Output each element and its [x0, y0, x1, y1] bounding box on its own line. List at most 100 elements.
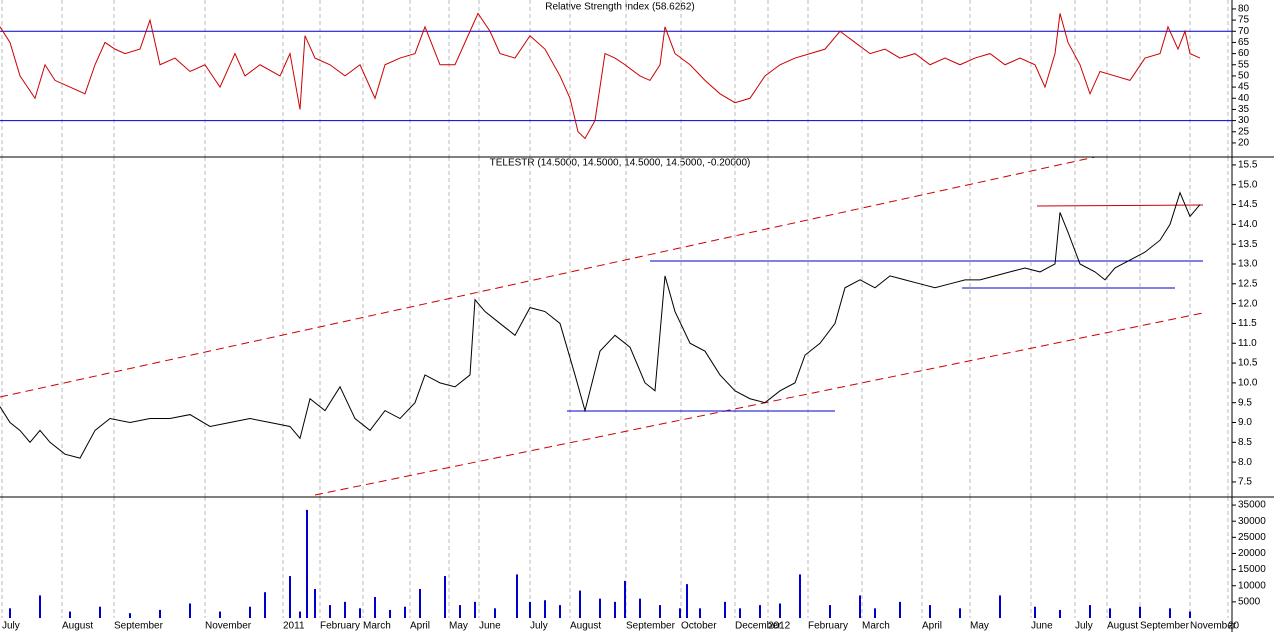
y-tick-label: 25000 [1238, 532, 1266, 543]
x-tick-label: November [1190, 621, 1237, 632]
volume-bar [99, 606, 101, 618]
x-tick-label: June [1031, 621, 1053, 632]
x-tick-label: 20 [1228, 621, 1240, 632]
volume-bar [389, 609, 391, 618]
channel-upper [0, 156, 1096, 398]
y-tick-label: 10.0 [1238, 378, 1258, 389]
volume-bar [639, 598, 641, 618]
volume-bar [219, 611, 221, 618]
volume-bar [444, 576, 446, 618]
y-tick-label: 8.0 [1238, 457, 1252, 468]
x-tick-label: May [449, 621, 468, 632]
x-tick-label: March [862, 621, 890, 632]
volume-bar [329, 605, 331, 618]
y-tick-label: 12.5 [1238, 278, 1258, 289]
rsi-title: Relative Strength Index (58.6262) [545, 2, 695, 13]
volume-bar [9, 608, 11, 618]
y-tick-label: 30000 [1238, 516, 1266, 527]
volume-bar [874, 608, 876, 618]
volume-bar [516, 574, 518, 618]
annotations [0, 156, 1204, 496]
x-tick-label: September [626, 621, 676, 632]
x-tick-label: December [735, 621, 782, 632]
x-tick-label: April [922, 621, 942, 632]
volume-bar [459, 605, 461, 618]
volume-bar [1109, 608, 1111, 618]
x-tick-label: September [1140, 621, 1190, 632]
volume-bar [344, 601, 346, 618]
volume-bar [739, 608, 741, 618]
y-tick-label: 35 [1238, 104, 1250, 115]
volume-bar [624, 580, 626, 618]
volume-bar [929, 605, 931, 618]
volume-bar [799, 574, 801, 618]
volume-bar [306, 509, 308, 618]
x-tick-label: July [1075, 621, 1093, 632]
y-tick-label: 10000 [1238, 580, 1266, 591]
x-tick-label: July [530, 621, 548, 632]
x-tick-label: 2012 [768, 621, 791, 632]
x-tick-label: November [205, 621, 252, 632]
y-tick-label: 11.5 [1238, 318, 1257, 329]
volume-bar [189, 603, 191, 618]
volume-bar [779, 603, 781, 618]
volume-bar [1034, 606, 1036, 618]
y-tick-label: 65 [1238, 37, 1250, 48]
y-tick-label: 40 [1238, 93, 1250, 104]
y-tick-label: 35000 [1238, 500, 1266, 511]
y-tick-label: 45 [1238, 82, 1250, 93]
volume-bar [1189, 611, 1191, 618]
target-line [1036, 204, 1204, 207]
volume-bar [374, 597, 376, 618]
y-tick-label: 5000 [1238, 597, 1261, 608]
channel-lower [314, 312, 1204, 496]
volume-bar [404, 606, 406, 618]
volume-bar [614, 601, 616, 618]
volume-bar [359, 608, 361, 618]
volume-bar [899, 601, 901, 618]
price-title: TELESTR (14.5000, 14.5000, 14.5000, 14.5… [490, 158, 751, 169]
volume-bar [599, 598, 601, 618]
y-tick-label: 8.5 [1238, 437, 1252, 448]
volume-bar [264, 592, 266, 618]
volume-bar [829, 605, 831, 618]
volume-bar [314, 588, 316, 618]
x-tick-label: April [410, 621, 430, 632]
y-tick-label: 15.0 [1238, 179, 1258, 190]
volume-bar [579, 590, 581, 618]
volume-bar [494, 608, 496, 618]
y-tick-label: 10.5 [1238, 358, 1258, 369]
y-tick-label: 75 [1238, 15, 1250, 26]
volume-bar [659, 605, 661, 618]
y-tick-label: 55 [1238, 59, 1250, 70]
y-tick-label: 9.5 [1238, 397, 1252, 408]
volume-bar [159, 609, 161, 618]
volume-bar [69, 611, 71, 618]
volume-bar [686, 584, 688, 618]
y-tick-label: 60 [1238, 48, 1250, 59]
x-tick-label: August [62, 621, 93, 632]
x-tick-label: February [808, 621, 848, 632]
y-tick-label: 50 [1238, 71, 1250, 82]
volume-bar [544, 600, 546, 618]
y-tick-label: 7.5 [1238, 477, 1252, 488]
volume-bar [39, 595, 41, 618]
volume-bar [1139, 606, 1141, 618]
x-tick-label: August [1107, 621, 1138, 632]
y-tick-label: 9.0 [1238, 417, 1252, 428]
y-tick-label: 80 [1238, 4, 1250, 15]
volume-bar [419, 588, 421, 618]
y-tick-label: 14.5 [1238, 199, 1258, 210]
volume-bar [859, 595, 861, 618]
x-tick-label: July [2, 621, 20, 632]
volume-bar [1059, 609, 1061, 618]
volume-bar [724, 601, 726, 618]
volume-bar [289, 576, 291, 618]
volume-bar [699, 608, 701, 618]
volume-bar [299, 611, 301, 618]
volume-bar [249, 606, 251, 618]
x-tick-label: May [970, 621, 989, 632]
y-tick-label: 13.0 [1238, 259, 1258, 270]
volume-bar [529, 601, 531, 618]
